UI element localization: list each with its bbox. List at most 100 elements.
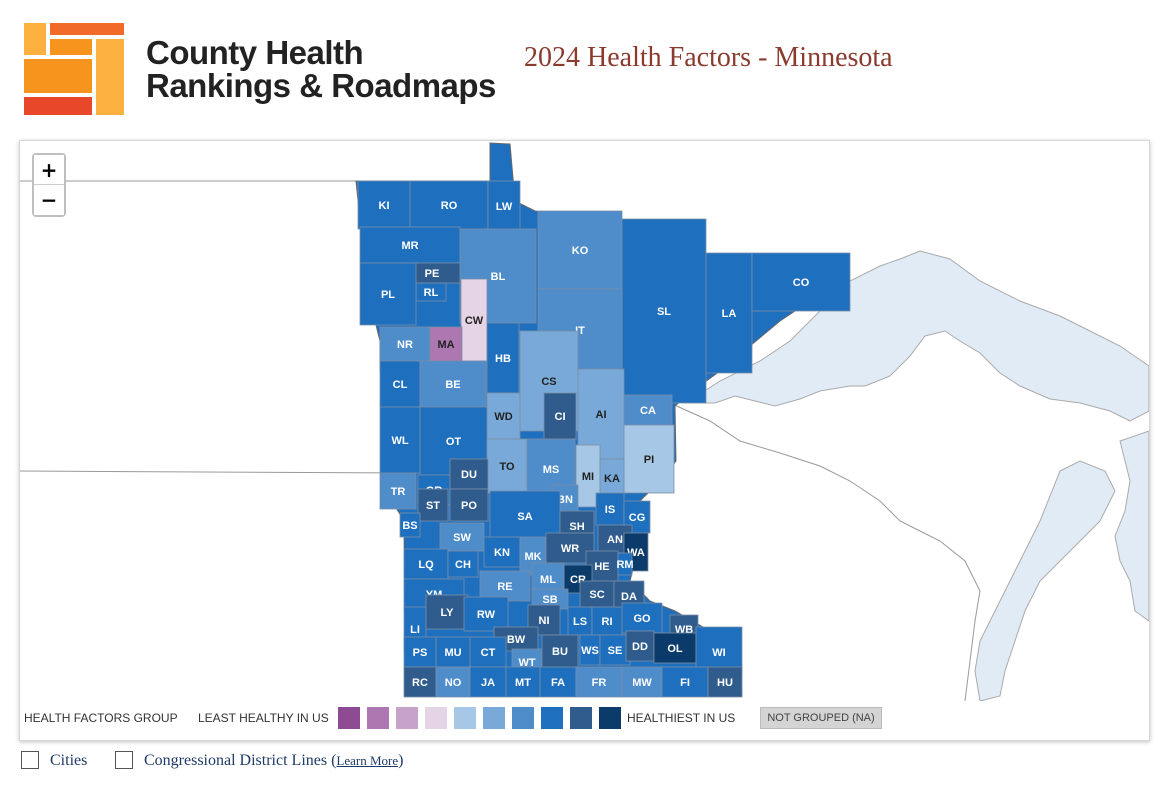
county-lq[interactable] — [403, 548, 449, 580]
county-ci[interactable] — [543, 392, 577, 440]
learn-more-link[interactable]: Learn More — [336, 753, 399, 768]
county-po[interactable] — [449, 488, 489, 522]
map-container[interactable]: KI RO LW KO MR PE RL PL BL CW SL LA CO IT NR MA HB CL BE CS… — [19, 140, 1150, 741]
county-label-hb: HB — [495, 353, 511, 365]
county-bs[interactable] — [399, 512, 421, 538]
county-label-it: IT — [575, 325, 585, 337]
county-label-li: LI — [410, 624, 420, 636]
county-fi[interactable] — [661, 666, 709, 698]
legend-least-label: LEAST HEALTHY IN US — [198, 711, 329, 725]
county-re[interactable] — [479, 570, 531, 602]
county-fr[interactable] — [575, 666, 623, 698]
county-rc[interactable] — [403, 666, 437, 698]
county-la[interactable] — [705, 252, 753, 374]
county-label-da: DA — [621, 591, 637, 603]
legend-swatch-8[interactable] — [541, 707, 563, 729]
legend-swatch-6[interactable] — [483, 707, 505, 729]
county-label-nr: NR — [397, 339, 413, 351]
county-ly[interactable] — [425, 594, 469, 630]
county-label-bl: BL — [491, 271, 506, 283]
legend-swatch-9[interactable] — [570, 707, 592, 729]
legend-swatch-2[interactable] — [367, 707, 389, 729]
county-label-ca: CA — [640, 405, 656, 417]
county-label-ws: WS — [581, 645, 599, 657]
county-tr[interactable] — [379, 472, 417, 510]
county-fa[interactable] — [539, 666, 577, 698]
county-label-fa: FA — [551, 677, 565, 689]
legend-swatch-4[interactable] — [425, 707, 447, 729]
county-ch[interactable] — [447, 550, 479, 578]
county-label-ml: ML — [540, 574, 556, 586]
county-go[interactable] — [621, 602, 663, 634]
county-hu[interactable] — [707, 666, 743, 698]
county-label-cg: CG — [629, 512, 646, 524]
county-co[interactable] — [751, 252, 851, 312]
cities-checkbox[interactable] — [21, 751, 39, 769]
page-header: County Health Rankings & Roadmaps 2024 H… — [0, 0, 1168, 130]
county-ro[interactable] — [409, 180, 489, 230]
county-rw[interactable] — [463, 596, 509, 632]
county-dd[interactable] — [625, 630, 655, 662]
county-label-mi: MI — [582, 471, 594, 483]
logo-line-2: Rankings & Roadmaps — [146, 67, 496, 104]
districts-checkbox[interactable] — [115, 751, 133, 769]
county-hb[interactable] — [486, 322, 520, 394]
legend-swatch-10[interactable] — [599, 707, 621, 729]
zoom-out-button[interactable]: − — [34, 185, 64, 215]
county-label-ri: RI — [602, 616, 613, 628]
legend-swatch-5[interactable] — [454, 707, 476, 729]
county-ka[interactable] — [599, 458, 625, 498]
county-label-pi: PI — [644, 454, 654, 466]
legend-swatch-1[interactable] — [338, 707, 360, 729]
county-label-sw: SW — [453, 532, 471, 544]
county-mw[interactable] — [621, 666, 663, 698]
county-label-ni: NI — [539, 615, 550, 627]
map-options: Cities Congressional District Lines (Lea… — [19, 750, 619, 774]
county-lw[interactable] — [487, 180, 521, 232]
county-label-tr: TR — [391, 486, 406, 498]
county-ol[interactable] — [653, 632, 697, 664]
county-label-rl: RL — [424, 287, 439, 299]
county-label-lq: LQ — [418, 559, 434, 571]
cities-label[interactable]: Cities — [50, 752, 88, 769]
county-pl[interactable] — [359, 262, 417, 326]
districts-label[interactable]: Congressional District Lines — [144, 752, 328, 769]
county-rm[interactable] — [617, 552, 633, 576]
county-health-logo-icon[interactable] — [24, 23, 124, 115]
map-canvas[interactable]: KI RO LW KO MR PE RL PL BL CW SL LA CO IT NR MA HB CL BE CS… — [20, 141, 1149, 701]
county-cw[interactable] — [460, 278, 488, 362]
county-label-cw: CW — [465, 315, 484, 327]
county-ko[interactable] — [537, 210, 623, 290]
county-label-sh: SH — [569, 521, 584, 533]
logo-wordmark[interactable]: County Health Rankings & Roadmaps — [146, 36, 496, 102]
county-mr[interactable] — [359, 226, 461, 264]
county-cl[interactable] — [379, 360, 421, 408]
county-ja[interactable] — [469, 666, 507, 698]
zoom-in-button[interactable]: + — [34, 155, 64, 185]
county-label-re: RE — [497, 581, 512, 593]
county-label-st: ST — [426, 500, 440, 512]
county-st[interactable] — [417, 488, 449, 522]
county-label-he: HE — [594, 561, 609, 573]
county-label-fr: FR — [592, 677, 607, 689]
county-label-bw: BW — [507, 634, 526, 646]
county-mt[interactable] — [505, 666, 541, 698]
county-ma[interactable] — [429, 326, 463, 362]
county-is[interactable] — [595, 492, 625, 526]
county-label-ci: CI — [555, 411, 566, 423]
county-sc[interactable] — [579, 580, 615, 608]
legend-swatch-3[interactable] — [396, 707, 418, 729]
county-label-ki: KI — [379, 200, 390, 212]
county-label-mw: MW — [632, 677, 652, 689]
county-tiles[interactable]: KI RO LW KO MR PE RL PL BL CW SL LA CO IT NR MA HB CL BE CS… — [357, 180, 851, 698]
county-no[interactable] — [435, 666, 471, 698]
county-label-ls: LS — [573, 616, 587, 628]
county-pi[interactable] — [623, 424, 675, 494]
legend-swatch-7[interactable] — [512, 707, 534, 729]
county-label-ms: MS — [543, 464, 560, 476]
county-ct[interactable] — [469, 636, 507, 668]
county-be[interactable] — [419, 360, 487, 408]
county-label-sb: SB — [542, 594, 557, 606]
legend-na-swatch[interactable]: NOT GROUPED (NA) — [760, 707, 882, 729]
county-label-co: CO — [793, 277, 810, 289]
